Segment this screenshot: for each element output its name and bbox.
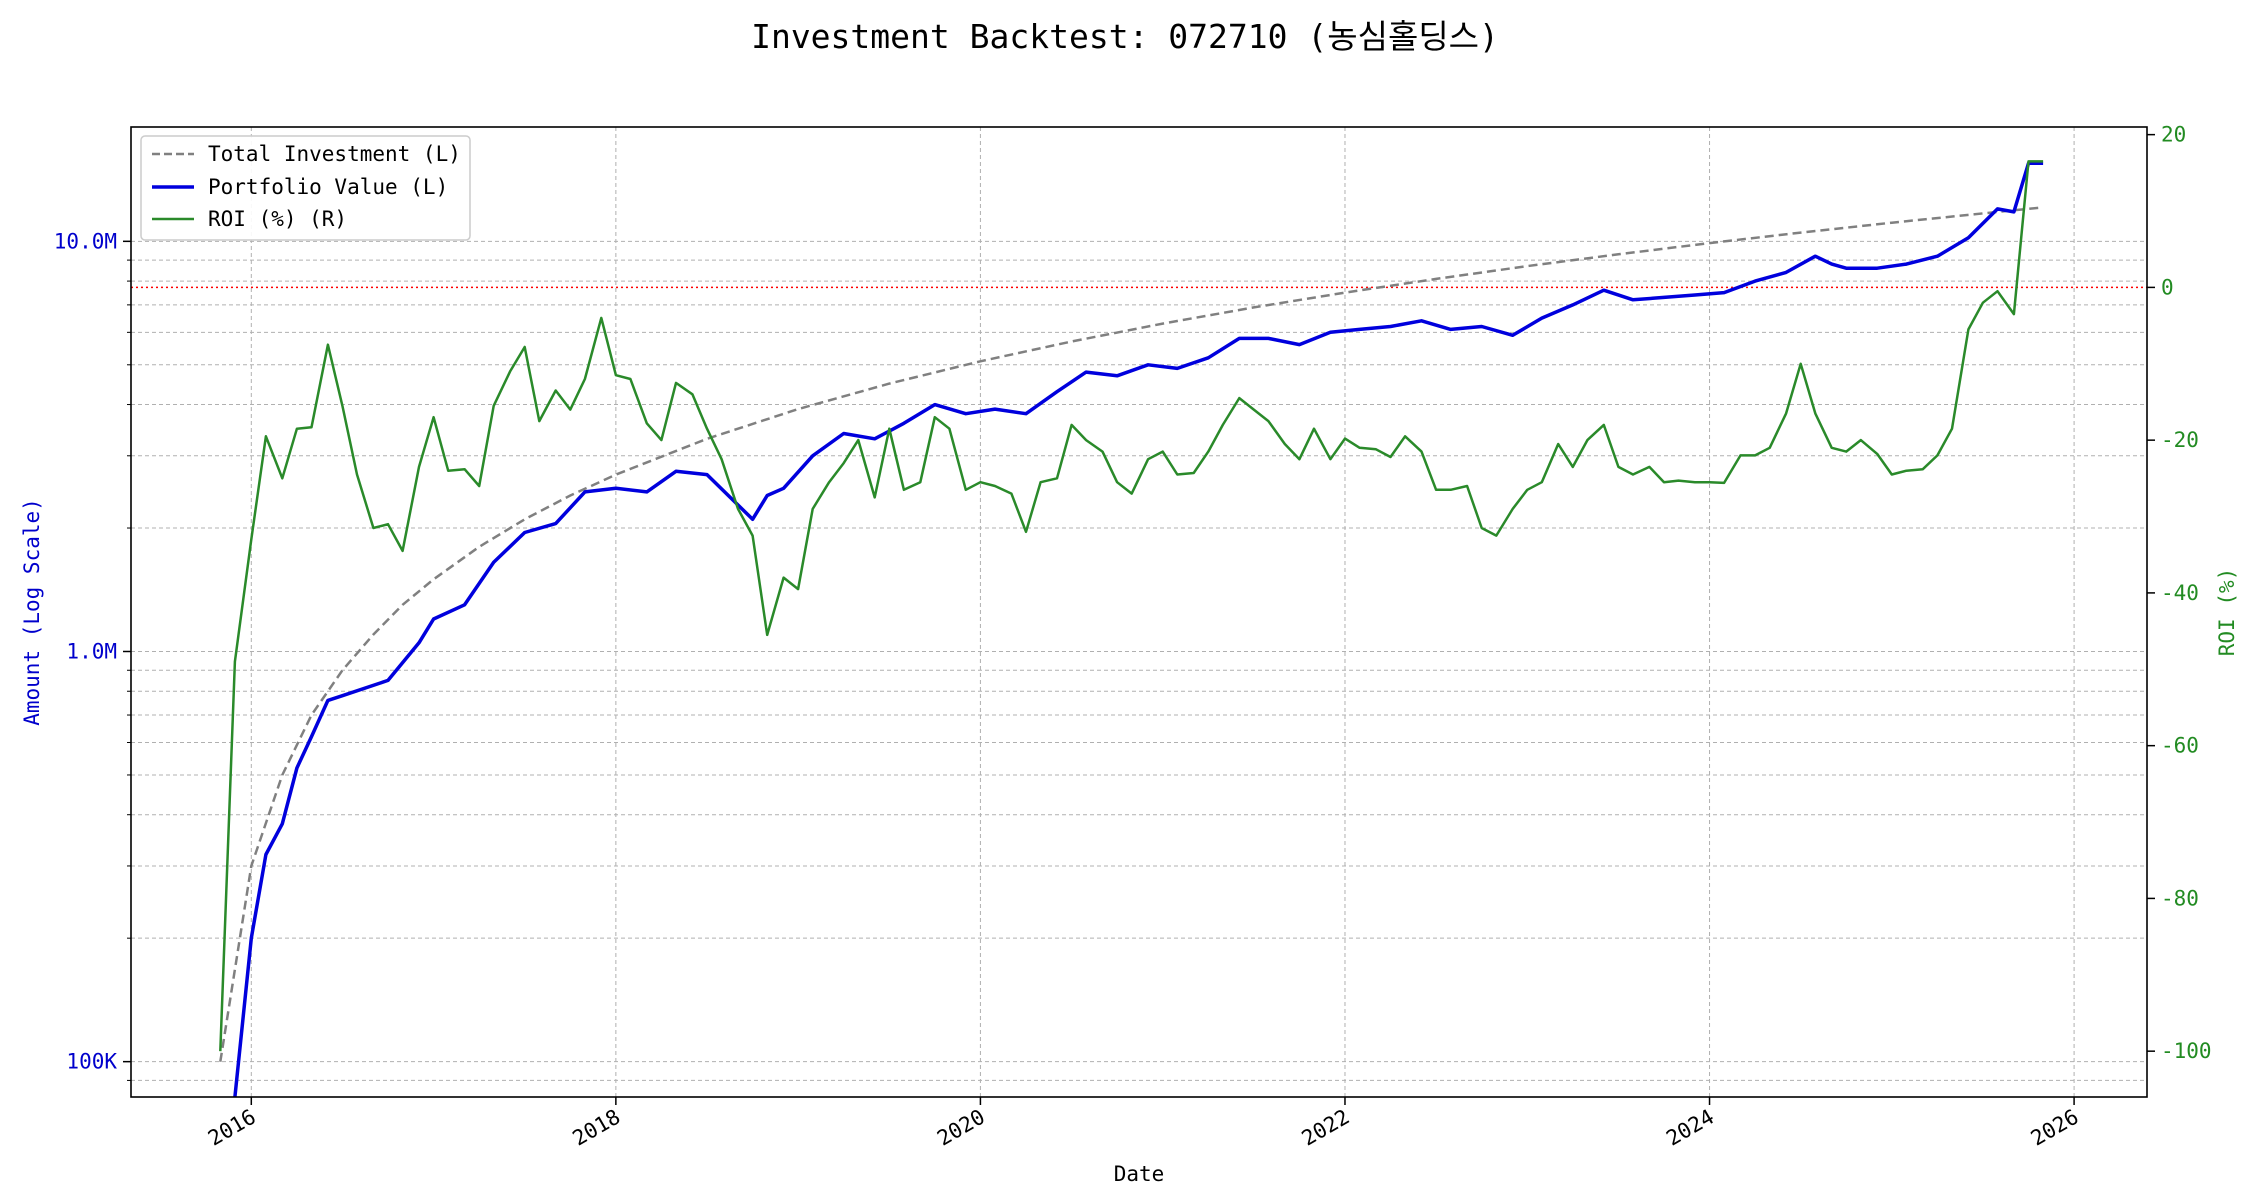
right-tick-label: -100	[2161, 1039, 2212, 1063]
x-tick-label: 2026	[2027, 1105, 2083, 1151]
left-axis-ticks: 100K 1.0M 10.0M	[54, 229, 131, 1081]
legend-label-roi: ROI (%) (R)	[208, 207, 347, 231]
chart-title: Investment Backtest: 072710 (농심홀딩스)	[751, 17, 1499, 56]
legend-label-portfolio-value: Portfolio Value (L)	[208, 175, 448, 199]
x-axis-ticks: 2016 2018 2020 2022 2024 2026	[204, 1097, 2083, 1151]
left-tick-label: 10.0M	[54, 229, 117, 253]
x-tick-label: 2016	[204, 1105, 260, 1151]
right-tick-label: -60	[2161, 734, 2199, 758]
grid	[131, 127, 2147, 1097]
legend-box	[140, 135, 471, 241]
right-tick-label: 20	[2161, 123, 2186, 147]
left-axis-label: Amount (Log Scale)	[20, 498, 44, 726]
x-tick-label: 2020	[933, 1105, 989, 1151]
right-tick-label: -20	[2161, 428, 2199, 452]
left-tick-label: 100K	[66, 1050, 117, 1074]
right-tick-label: -40	[2161, 581, 2199, 605]
total-investment-line	[219, 206, 2044, 1062]
legend: Total Investment (L) Portfolio Value (L)…	[140, 135, 471, 241]
right-tick-label: -80	[2161, 886, 2199, 910]
series-lines	[219, 160, 2044, 1098]
right-axis-label: ROI (%)	[2215, 568, 2239, 657]
left-tick-label: 1.0M	[66, 639, 117, 663]
plot-frame	[130, 126, 2148, 1098]
right-axis-ticks: 20 0 -20 -40 -60 -80 -100	[2147, 123, 2212, 1063]
x-tick-label: 2022	[1298, 1105, 1354, 1151]
x-tick-label: 2024	[1662, 1105, 1718, 1151]
x-tick-label: 2018	[569, 1105, 625, 1151]
portfolio-value-line	[233, 161, 2044, 1098]
right-tick-label: 0	[2161, 275, 2174, 299]
roi-line	[219, 160, 2044, 1052]
legend-label-total-investment: Total Investment (L)	[208, 142, 461, 166]
x-axis-label: Date	[1114, 1162, 1165, 1186]
